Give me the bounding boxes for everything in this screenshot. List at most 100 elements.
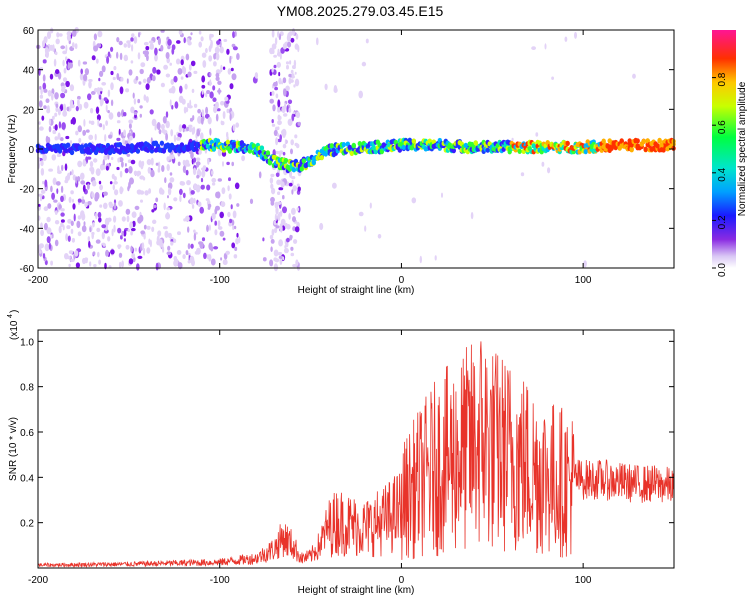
spectrogram-noise-mark xyxy=(148,239,150,245)
spectrogram-noise-mark xyxy=(110,181,113,184)
spectrogram-noise-mark xyxy=(49,242,51,249)
spectrogram-noise-mark xyxy=(291,235,293,239)
spectrogram-noise-mark xyxy=(271,239,275,244)
spectrogram-noise-mark xyxy=(218,226,223,230)
spectrogram-noise-mark xyxy=(278,252,282,256)
spectrogram-noise-mark xyxy=(294,134,297,138)
spectrogram-noise-mark xyxy=(298,186,301,191)
spectrogram-noise-mark xyxy=(471,212,474,219)
spectrogram-noise-mark xyxy=(208,243,212,251)
spectrogram-noise-mark xyxy=(110,47,113,52)
spectrogram-noise-mark xyxy=(129,69,133,75)
spectrogram-noise-mark xyxy=(39,121,41,125)
spectrogram-noise-mark xyxy=(281,106,285,113)
spectrogram-noise-mark xyxy=(119,186,123,194)
spectrogram-noise-mark xyxy=(281,181,285,187)
spectrogram-noise-mark xyxy=(111,100,113,107)
spectrogram-noise-mark xyxy=(280,53,282,60)
spectrogram-noise-mark xyxy=(140,114,142,118)
spectrogram-noise-mark xyxy=(160,45,163,52)
spectrogram-noise-mark xyxy=(221,121,225,125)
spectrogram-noise-mark xyxy=(275,214,277,222)
spectrogram-noise-mark xyxy=(149,40,154,43)
spectrogram-noise-mark xyxy=(163,116,167,124)
spectrogram-noise-mark xyxy=(133,93,135,99)
spectrogram-noise-mark xyxy=(71,221,74,226)
spectrogram-noise-mark xyxy=(104,97,108,101)
spectrogram-noise-mark xyxy=(128,166,132,174)
spectrogram-noise-mark xyxy=(56,188,58,194)
spectrogram-noise-mark xyxy=(277,191,280,195)
spectrogram-noise-mark xyxy=(83,74,87,81)
spectrogram-noise-mark xyxy=(96,107,99,114)
spectrogram-noise-mark xyxy=(183,193,186,199)
spectrogram-noise-mark xyxy=(166,207,170,210)
spectrogram-noise-mark xyxy=(319,223,323,230)
spectrogram-noise-mark xyxy=(93,45,98,51)
spectrogram-noise-mark xyxy=(140,200,143,203)
spectrogram-noise-mark xyxy=(109,112,114,120)
snr-ytick-label: 0.2 xyxy=(20,519,34,530)
spectrogram-noise-mark xyxy=(43,105,47,109)
spectrogram-noise-mark xyxy=(176,59,180,65)
spectrogram-noise-mark xyxy=(297,122,301,126)
colorbar-tick-label: 0.0 xyxy=(717,263,728,277)
spectrogram-noise-mark xyxy=(186,250,189,255)
spectrogram-noise-mark xyxy=(274,263,278,271)
spectrogram-noise-mark xyxy=(287,33,290,40)
spectrogram-noise-mark xyxy=(209,73,211,76)
spectrogram-noise-mark xyxy=(228,177,231,181)
spectrogram-noise-mark xyxy=(60,137,64,141)
spectrogram-noise-mark xyxy=(65,136,69,139)
spectrogram-noise-mark xyxy=(325,84,328,90)
spectrogram-ridge-mark xyxy=(348,145,352,150)
spectrogram-noise-mark xyxy=(117,244,121,248)
colorbar-ramp xyxy=(712,30,736,268)
spectrogram-noise-mark xyxy=(188,243,191,249)
spectrogram-noise-mark xyxy=(91,167,95,175)
spectrogram-noise-mark xyxy=(42,40,45,47)
spectrogram-noise-mark xyxy=(225,251,230,255)
spectrogram-noise-mark xyxy=(102,232,105,239)
spectrogram-ridge-mark xyxy=(486,148,490,153)
spectrogram-noise-mark xyxy=(198,42,202,48)
spectrogram-noise-mark xyxy=(77,99,80,107)
spectrogram-noise-mark xyxy=(230,113,232,121)
spectrogram-noise-mark xyxy=(61,219,65,223)
spectrogram-noise-mark xyxy=(102,65,106,72)
spectrogram-noise-mark xyxy=(209,224,211,230)
spectrogram-noise-mark xyxy=(218,88,220,95)
spectrogram-noise-mark xyxy=(78,138,81,143)
spectrogram-noise-mark xyxy=(44,180,47,188)
spectrogram-noise-mark xyxy=(77,161,82,168)
snr-ytick-label: 0.4 xyxy=(20,473,34,484)
spectrogram-noise-mark xyxy=(277,31,279,38)
spectrogram-noise-mark xyxy=(72,169,74,175)
spectrogram-ridge-mark xyxy=(284,158,288,163)
spectrogram-noise-mark xyxy=(119,262,122,268)
spectrogram-noise-mark xyxy=(196,248,201,255)
spectrogram-noise-mark xyxy=(274,87,278,90)
spectrogram-noise-mark xyxy=(64,68,67,74)
spectrogram-noise-mark xyxy=(283,88,287,96)
spectrogram-noise-mark xyxy=(292,73,295,78)
spectrogram-noise-mark xyxy=(112,229,114,237)
spectrogram-noise-mark xyxy=(52,154,57,160)
spectrogram-noise-mark xyxy=(255,72,258,79)
spectrogram-noise-mark xyxy=(370,203,372,209)
spectrogram-noise-mark xyxy=(51,193,55,200)
spectrogram-noise-mark xyxy=(47,137,50,144)
spectrogram-noise-mark xyxy=(297,207,299,211)
spectrogram-noise-mark xyxy=(233,46,238,50)
spectrogram-noise-mark xyxy=(49,126,52,132)
spectrogram-noise-mark xyxy=(287,42,291,48)
spectrogram-noise-mark xyxy=(332,183,337,189)
spectrogram-noise-mark xyxy=(223,238,226,241)
spectrogram-noise-mark xyxy=(43,83,47,90)
spectrogram-ridge-mark xyxy=(66,143,70,148)
spectrogram-noise-mark xyxy=(292,216,296,222)
spectrogram-noise-mark xyxy=(157,122,161,130)
spectrogram-noise-mark xyxy=(127,43,131,48)
spectrogram-noise-mark xyxy=(65,163,68,170)
spectrogram-noise-mark xyxy=(270,246,272,252)
